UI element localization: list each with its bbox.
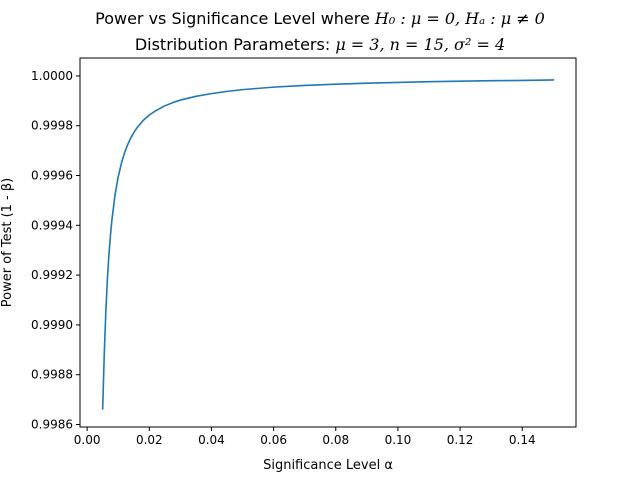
y-tick-label: 0.9992 bbox=[31, 268, 73, 282]
x-tick-label: 0.00 bbox=[74, 433, 101, 447]
y-axis: 0.9986 0.9988 0.9990 0.9992 0.9994 0.9996 0.99… bbox=[31, 69, 80, 432]
x-tick-label: 0.06 bbox=[260, 433, 287, 447]
y-tick-label: 0.9996 bbox=[31, 169, 73, 183]
plot-area bbox=[79, 57, 577, 428]
chart-title: Power vs Significance Level where H₀ : μ… bbox=[95, 9, 545, 28]
series-line-power bbox=[101, 79, 555, 410]
y-tick-label: 1.0000 bbox=[31, 69, 73, 83]
y-tick-label: 0.9986 bbox=[31, 418, 73, 432]
x-tick-label: 0.12 bbox=[447, 433, 474, 447]
y-tick-label: 0.9994 bbox=[31, 218, 73, 232]
x-tick-label: 0.10 bbox=[385, 433, 412, 447]
x-tick-label: 0.02 bbox=[136, 433, 163, 447]
axes-frame bbox=[79, 57, 577, 428]
y-tick-label: 0.9988 bbox=[31, 368, 73, 382]
chart-subtitle: Distribution Parameters: μ = 3, n = 15, … bbox=[134, 35, 506, 54]
x-tick-label: 0.04 bbox=[198, 433, 225, 447]
x-tick-label: 0.08 bbox=[322, 433, 349, 447]
x-tick-label: 0.14 bbox=[509, 433, 536, 447]
y-tick-label: 0.9990 bbox=[31, 318, 73, 332]
x-axis: 0.00 0.02 0.04 0.06 0.08 0.10 0.12 0.14 bbox=[74, 427, 536, 447]
x-axis-label: Significance Level α bbox=[263, 458, 393, 473]
y-tick-label: 0.9998 bbox=[31, 119, 73, 133]
y-axis-label: Power of Test (1 - β) bbox=[0, 178, 15, 308]
